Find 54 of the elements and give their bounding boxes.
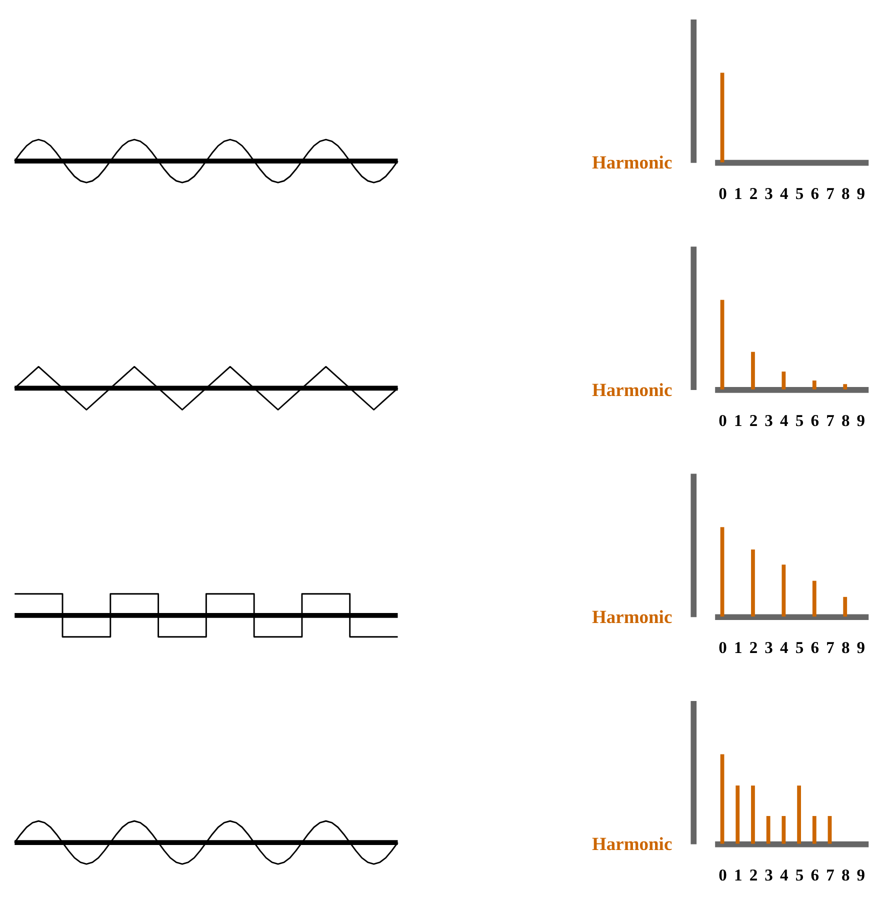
bar — [751, 352, 755, 390]
x-tick-label: 3 — [764, 865, 773, 884]
x-tick-label: 4 — [780, 411, 788, 430]
x-tick-label: 1 — [734, 865, 742, 884]
x-tick-label: 8 — [841, 865, 850, 884]
x-tick-label: 1 — [734, 638, 742, 658]
x-tick-label: 7 — [826, 638, 834, 658]
bar — [720, 527, 724, 617]
x-tick-label: 6 — [810, 865, 820, 884]
x-tick-label: 9 — [856, 184, 866, 203]
x-tick-label: 1 — [734, 411, 742, 430]
x-tick-label: 9 — [856, 638, 866, 658]
x-tick-label: 2 — [749, 411, 758, 430]
y-axis-title: Harmonic — [592, 834, 672, 856]
bar — [720, 300, 724, 390]
y-axis-title: Harmonic — [592, 380, 672, 401]
x-tick-label: 7 — [826, 411, 834, 430]
x-tick-label: 3 — [764, 411, 773, 430]
bar — [782, 372, 786, 390]
x-tick-label: 3 — [764, 638, 773, 658]
bar — [843, 596, 848, 617]
bar — [782, 564, 786, 617]
x-tick-label: 0 — [718, 184, 727, 203]
x-tick-label: 2 — [749, 865, 758, 884]
x-tick-label: 7 — [826, 865, 834, 884]
x-tick-label: 3 — [764, 184, 773, 203]
x-tick-label: 6 — [810, 638, 820, 658]
bar — [812, 580, 816, 617]
bar — [751, 549, 755, 617]
x-tick-label: 4 — [780, 638, 788, 658]
x-tick-label: 4 — [780, 865, 788, 884]
x-tick-label: 5 — [795, 184, 804, 203]
x-tick-label: 8 — [841, 411, 850, 430]
x-tick-label: 8 — [841, 638, 850, 658]
x-tick-label: 1 — [734, 184, 742, 203]
x-tick-label: 5 — [795, 865, 804, 884]
x-tick-label: 7 — [826, 184, 834, 203]
y-axis-title: Harmonic — [592, 606, 672, 628]
x-tick-label: 0 — [718, 411, 727, 430]
x-tick-label: 8 — [841, 184, 850, 203]
x-tick-label: 0 — [718, 865, 727, 884]
bar — [812, 380, 816, 390]
x-tick-label: 5 — [795, 411, 804, 430]
x-tick-label: 5 — [795, 638, 804, 658]
y-axis-title: Harmonic — [592, 152, 672, 174]
x-tick-label: 2 — [749, 184, 758, 203]
x-tick-label: 2 — [749, 638, 758, 658]
x-tick-label: 9 — [856, 411, 866, 430]
x-tick-label: 6 — [810, 411, 820, 430]
x-tick-label: 6 — [810, 184, 820, 203]
bar — [843, 384, 848, 390]
x-tick-label: 4 — [780, 184, 788, 203]
x-tick-label: 9 — [856, 865, 866, 884]
x-tick-label: 0 — [718, 638, 727, 658]
